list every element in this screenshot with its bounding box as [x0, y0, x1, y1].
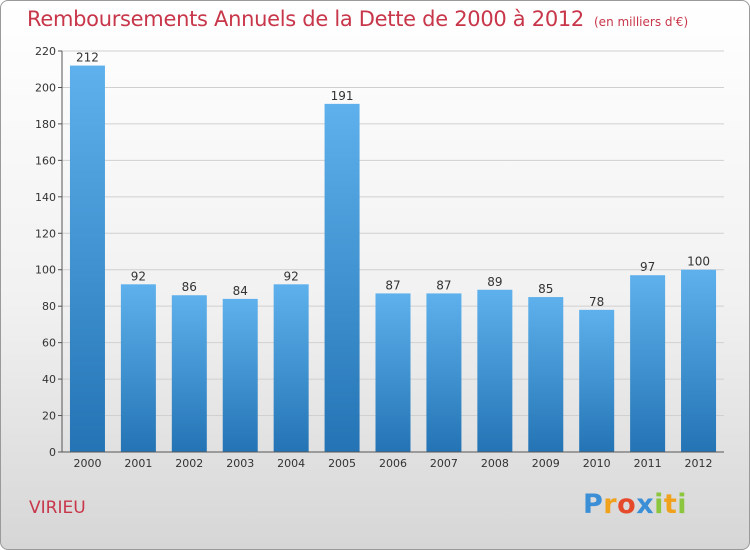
- data-label: 92: [131, 269, 146, 283]
- bar: [171, 295, 207, 452]
- x-tick-label: 2011: [634, 457, 662, 470]
- data-label: 85: [538, 282, 553, 296]
- bar: [120, 284, 156, 452]
- y-tick-label: 60: [42, 337, 56, 350]
- data-label: 97: [640, 260, 655, 274]
- logo-letter: o: [617, 489, 637, 520]
- x-tick-label: 2010: [583, 457, 611, 470]
- y-tick-label: 140: [35, 191, 56, 204]
- x-tick-label: 2008: [481, 457, 509, 470]
- x-tick-label: 2001: [124, 457, 152, 470]
- bar: [222, 298, 258, 452]
- y-tick-label: 120: [35, 227, 56, 240]
- y-tick-label: 160: [35, 154, 56, 167]
- x-tick-label: 2005: [328, 457, 356, 470]
- bar: [477, 289, 513, 452]
- data-label: 212: [76, 51, 99, 65]
- bar: [579, 309, 615, 452]
- y-tick-label: 100: [35, 264, 56, 277]
- y-tick-label: 220: [35, 45, 56, 58]
- x-tick-label: 2002: [175, 457, 203, 470]
- bar: [630, 275, 666, 452]
- bar: [69, 65, 105, 452]
- y-tick-label: 40: [42, 373, 56, 386]
- bar: [324, 103, 360, 452]
- y-tick-label: 0: [49, 446, 56, 459]
- proxiti-logo: Proxiti: [583, 489, 687, 520]
- logo-letter: t: [663, 489, 678, 520]
- x-tick-label: 2007: [430, 457, 458, 470]
- y-tick-label: 200: [35, 81, 56, 94]
- x-tick-label: 2004: [277, 457, 305, 470]
- y-tick-label: 20: [42, 410, 56, 423]
- data-label: 78: [589, 295, 604, 309]
- data-label: 87: [436, 278, 451, 292]
- chart-title: Remboursements Annuels de la Dette de 20…: [27, 7, 688, 31]
- data-label: 100: [687, 255, 710, 269]
- bar: [375, 293, 411, 452]
- bar: [681, 269, 717, 452]
- y-tick-label: 180: [35, 118, 56, 131]
- bar: [273, 284, 309, 452]
- data-label: 92: [284, 269, 299, 283]
- data-label: 87: [385, 278, 400, 292]
- data-label: 89: [487, 275, 502, 289]
- commune-name: VIRIEU: [29, 498, 86, 518]
- data-label: 86: [182, 280, 197, 294]
- y-tick-label: 80: [42, 300, 56, 313]
- bar: [426, 293, 462, 452]
- logo-letter: r: [603, 489, 618, 520]
- data-label: 84: [233, 284, 248, 298]
- logo-letter: i: [677, 489, 688, 520]
- title-text: Remboursements Annuels de la Dette de 20…: [27, 7, 584, 31]
- data-label: 191: [331, 89, 354, 103]
- bar: [528, 297, 564, 452]
- x-tick-label: 2009: [532, 457, 560, 470]
- x-tick-label: 2000: [73, 457, 101, 470]
- logo-letter: i: [654, 489, 664, 520]
- unit-label: (en milliers d'€): [594, 15, 689, 29]
- x-tick-label: 2003: [226, 457, 254, 470]
- x-tick-label: 2006: [379, 457, 407, 470]
- logo-letter: x: [636, 489, 655, 520]
- x-tick-label: 2012: [685, 457, 713, 470]
- logo-letter: P: [583, 489, 604, 520]
